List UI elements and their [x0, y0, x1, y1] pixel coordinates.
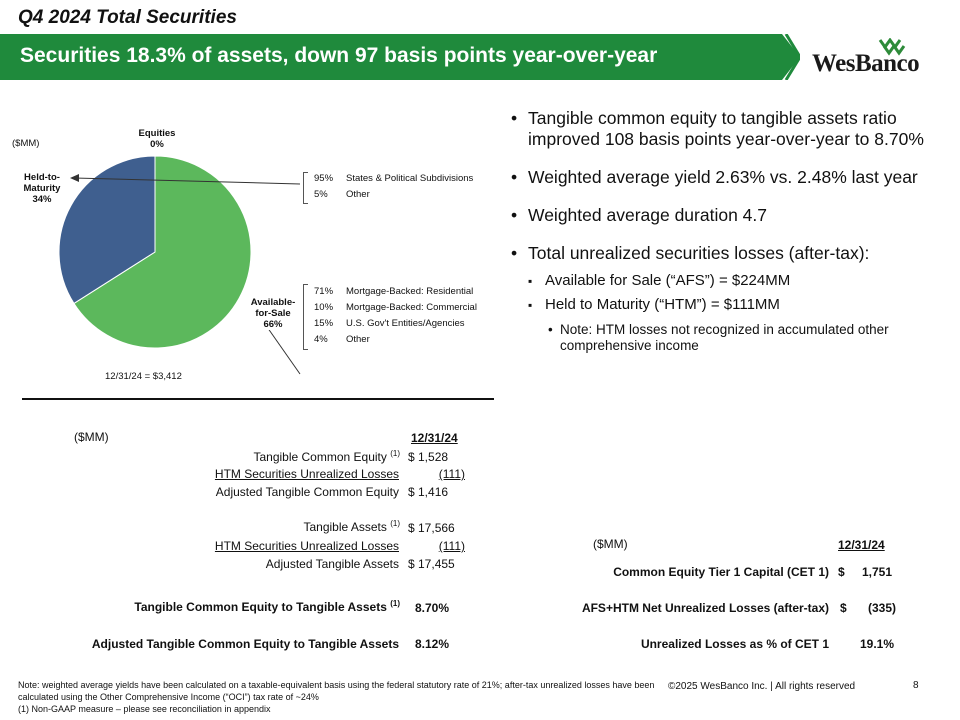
copyright: ©2025 WesBanco Inc. | All rights reserve… — [668, 681, 856, 692]
slide-title: Q4 2024 Total Securities — [18, 7, 237, 28]
right-table-date-header: 12/31/24 — [838, 538, 885, 552]
afs-breakdown-bracket — [303, 284, 308, 350]
footnote: Note: weighted average yields have been … — [18, 679, 658, 715]
pie-slice-afs — [73, 155, 252, 349]
left-ratio-2-value: 8.12% — [415, 637, 450, 651]
key-points: Tangible common equity to tangible asset… — [511, 108, 941, 354]
left-table-date-header: 12/31/24 — [411, 431, 458, 445]
afs-breakdown-row-2: 10% Mortgage-Backed: Commercial — [314, 302, 477, 313]
right-row-cet1-value: 1,751 — [861, 565, 892, 579]
left-row-htm-losses-2-label: HTM Securities Unrealized Losses — [214, 539, 399, 553]
afs-breakdown-row-3: 15% U.S. Gov't Entities/Agencies — [314, 318, 465, 329]
afs-breakdown-row-4: 4% Other — [314, 334, 370, 345]
left-row-ta-label: Tangible Assets (1) — [303, 519, 400, 534]
left-row-adj-tce-label: Adjusted Tangible Common Equity — [215, 485, 399, 499]
bullet-yield: Weighted average yield 2.63% vs. 2.48% l… — [511, 167, 941, 188]
left-row-tce-label: Tangible Common Equity (1) — [253, 449, 400, 464]
bullet-unrealized-losses-text: Total unrealized securities losses (afte… — [528, 243, 870, 263]
afs-name-1: Available- — [250, 297, 296, 308]
footnote-line-1: Note: weighted average yields have been … — [18, 680, 655, 702]
sub-bullet-htm: Held to Maturity (“HTM”) = $111MM — [528, 296, 941, 314]
wesbanco-logo — [878, 38, 906, 56]
equities-name: Equities — [138, 128, 176, 139]
note-htm-losses: Note: HTM losses not recognized in accum… — [528, 322, 941, 354]
left-row-tce-value: $ 1,528 — [408, 450, 449, 464]
left-ratio-1-label: Tangible Common Equity to Tangible Asset… — [134, 599, 400, 614]
securities-pie-chart — [58, 155, 301, 375]
afs-breakdown-row-1: 71% Mortgage-Backed: Residential — [314, 286, 474, 297]
equities-pct: 0% — [150, 139, 164, 150]
htm-pct: 34% — [32, 194, 52, 205]
pie-slices — [58, 155, 252, 349]
left-row-htm-losses-1-value: (111) — [438, 467, 465, 481]
left-row-adj-ta-label: Adjusted Tangible Assets — [265, 557, 399, 571]
left-row-adj-ta-value: $ 17,455 — [408, 557, 455, 571]
right-row-pct-cet1-label: Unrealized Losses as % of CET 1 — [640, 637, 829, 651]
left-table-unit: ($MM) — [74, 430, 109, 444]
right-row-pct-cet1-value: 19.1% — [859, 637, 894, 651]
bullet-unrealized-losses: Total unrealized securities losses (afte… — [511, 243, 941, 354]
htm-breakdown-list: 95% States & Political Subdivisions 5% Oth… — [314, 171, 473, 203]
left-ratio-2-label: Adjusted Tangible Common Equity to Tangi… — [91, 637, 399, 651]
right-row-net-losses-dollar: $ — [840, 601, 847, 615]
htm-breakdown-row-1: 95% States & Political Subdivisions — [314, 173, 474, 184]
left-row-htm-losses-2-value: (111) — [438, 539, 465, 553]
right-table-unit: ($MM) — [593, 537, 628, 551]
afs-label: Available- for-Sale 66% — [246, 297, 300, 330]
htm-breakdown-bracket — [303, 172, 308, 204]
htm-leader-arrow — [70, 174, 79, 182]
footnote-line-2: (1) Non-GAAP measure – please see reconc… — [18, 704, 271, 714]
page-number: 8 — [913, 680, 919, 691]
htm-name-1: Held-to- — [24, 172, 60, 183]
left-row-ta-value: $ 17,566 — [408, 521, 455, 535]
sub-bullet-afs: Available for Sale (“AFS”) = $224MM — [528, 272, 941, 290]
afs-pct: 66% — [263, 319, 283, 330]
right-row-cet1-dollar: $ — [838, 565, 845, 579]
right-row-cet1-label: Common Equity Tier 1 Capital (CET 1) — [613, 565, 829, 579]
htm-name-2: Maturity — [23, 183, 61, 194]
left-row-htm-losses-1-label: HTM Securities Unrealized Losses — [214, 467, 399, 481]
left-ratio-1-value: 8.70% — [415, 601, 450, 615]
left-row-adj-tce-value: $ 1,416 — [408, 485, 449, 499]
pie-total-label: 12/31/24 = $3,412 — [105, 371, 182, 382]
section-divider — [22, 398, 494, 400]
bullet-tce-ratio: Tangible common equity to tangible asset… — [511, 108, 941, 150]
afs-name-2: for-Sale — [255, 308, 291, 319]
logo-wordmark: WesBanco — [812, 50, 920, 77]
title-banner — [0, 34, 800, 80]
pie-unit-label: ($MM) — [12, 138, 40, 149]
htm-label: Held-to- Maturity 34% — [14, 172, 70, 205]
equities-label: Equities 0% — [120, 128, 194, 150]
htm-leader-line — [73, 177, 301, 185]
pie-slice-htm — [58, 155, 156, 305]
banner-headline: Securities 18.3% of assets, down 97 basi… — [20, 44, 658, 67]
afs-breakdown-list: 71% Mortgage-Backed: Residential 10% Mortg… — [314, 284, 477, 348]
right-row-net-losses-label: AFS+HTM Net Unrealized Losses (after-tax… — [581, 601, 829, 615]
right-row-net-losses-value: (335) — [867, 601, 896, 615]
htm-breakdown-row-2: 5% Other — [314, 189, 370, 200]
bullet-duration: Weighted average duration 4.7 — [511, 205, 941, 226]
